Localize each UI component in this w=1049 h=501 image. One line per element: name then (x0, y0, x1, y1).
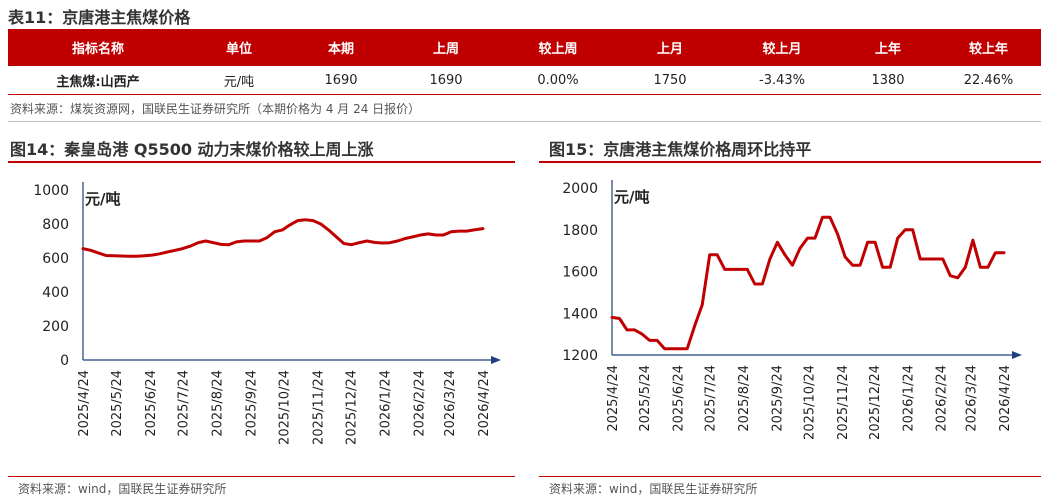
y-tick-label: 400 (42, 285, 69, 301)
table-row: 主焦煤:山西产 元/吨 1690 1690 0.00% 1750 -3.43% … (8, 66, 1041, 95)
table-title: 表11：京唐港主焦煤价格 (8, 8, 191, 27)
price-table: 指标名称 单位 本期 上周 较上周 上月 较上月 上年 较上年 主焦煤:山西产 … (8, 29, 1041, 95)
x-tick-label: 2026/4/24 (998, 365, 1013, 432)
x-tick-label: 2026/1/24 (378, 370, 393, 437)
cell-wow: 0.00% (500, 66, 616, 95)
x-tick-label: 2025/12/24 (868, 365, 883, 440)
table-source: 资料来源：煤炭资源网，国联民生证券研究所（本期价格为 4 月 24 日报价） (10, 102, 421, 116)
series-line (81, 218, 485, 258)
y-tick-label: 1200 (562, 348, 598, 364)
table-header-row: 指标名称 单位 本期 上周 较上周 上月 较上月 上年 较上年 (8, 29, 1041, 66)
x-tick-label: 2025/10/24 (278, 370, 293, 445)
header-wow: 较上周 (500, 29, 616, 66)
y-axis-unit-label: 元/吨 (614, 188, 649, 206)
y-tick-label: 600 (42, 251, 69, 267)
header-indicator: 指标名称 (8, 29, 188, 66)
x-tick-label: 2026/3/24 (965, 365, 980, 432)
chart-source-right: 资料来源：wind，国联民生证券研究所 (549, 482, 758, 496)
x-tick-label: 2026/2/24 (412, 370, 427, 437)
chart-rule-left (8, 161, 515, 163)
x-tick-label: 2026/4/24 (477, 370, 492, 437)
y-axis-unit-label: 元/吨 (85, 190, 120, 208)
x-tick-label: 2025/10/24 (803, 365, 818, 440)
header-unit: 单位 (188, 29, 290, 66)
y-tick-label: 200 (42, 319, 69, 335)
x-tick-label: 2025/5/24 (638, 365, 653, 432)
header-last-year: 上年 (840, 29, 936, 66)
x-axis-arrow (1012, 351, 1022, 359)
x-tick-label: 2025/11/24 (312, 370, 327, 445)
x-tick-label: 2025/6/24 (144, 370, 159, 437)
x-tick-label: 2025/12/24 (344, 370, 359, 445)
x-tick-label: 2025/7/24 (704, 365, 719, 432)
chart-left: 0 200 400 600 800 1000 元/吨 2025/4/24 2025/5/24 20… (33, 182, 501, 445)
chart-title-right: 图15：京唐港主焦煤价格周环比持平 (549, 140, 812, 159)
x-tick-label: 2026/3/24 (443, 370, 458, 437)
x-tick-label: 2025/5/24 (110, 370, 125, 437)
series-line (610, 215, 1006, 351)
header-last-week: 上周 (392, 29, 500, 66)
chart-rule-right (539, 161, 1041, 163)
chart-bottom-rule-left (8, 476, 515, 477)
header-current: 本期 (290, 29, 392, 66)
x-tick-label: 2025/11/24 (836, 365, 851, 440)
cell-unit: 元/吨 (188, 66, 290, 95)
x-tick-label: 2026/1/24 (901, 365, 916, 432)
y-tick-label: 800 (42, 217, 69, 233)
chart-source-left: 资料来源：wind，国联民生证券研究所 (18, 482, 227, 496)
cell-yoy: 22.46% (936, 66, 1041, 95)
x-tick-label: 2026/2/24 (935, 365, 950, 432)
chart-bottom-rule-right (539, 476, 1041, 477)
y-tick-label: 1600 (562, 265, 598, 281)
x-tick-label: 2025/4/24 (606, 365, 621, 432)
y-tick-label: 1400 (562, 306, 598, 322)
x-tick-label: 2025/9/24 (770, 365, 785, 432)
y-tick-label: 1000 (33, 183, 69, 199)
x-tick-label: 2025/8/24 (737, 365, 752, 432)
chart-right: 1200 1400 1600 1800 2000 元/吨 2025/4/24 2025/5/2… (562, 180, 1022, 440)
x-tick-label: 2025/6/24 (672, 365, 687, 432)
x-tick-label: 2025/8/24 (211, 370, 226, 437)
cell-current: 1690 (290, 66, 392, 95)
x-tick-label: 2025/7/24 (177, 370, 192, 437)
cell-last-year: 1380 (840, 66, 936, 95)
y-tick-label: 2000 (562, 181, 598, 197)
y-tick-label: 0 (60, 353, 69, 369)
cell-mom: -3.43% (724, 66, 840, 95)
header-mom: 较上月 (724, 29, 840, 66)
cell-last-week: 1690 (392, 66, 500, 95)
x-axis-arrow (491, 356, 501, 364)
header-yoy: 较上年 (936, 29, 1041, 66)
section-divider (8, 121, 1041, 122)
x-tick-label: 2025/9/24 (245, 370, 260, 437)
chart-title-left: 图14：秦皇岛港 Q5500 动力末煤价格较上周上涨 (10, 140, 374, 159)
header-last-month: 上月 (616, 29, 724, 66)
x-tick-label: 2025/4/24 (77, 370, 92, 437)
cell-indicator: 主焦煤:山西产 (8, 66, 188, 95)
y-tick-label: 1800 (562, 223, 598, 239)
cell-last-month: 1750 (616, 66, 724, 95)
